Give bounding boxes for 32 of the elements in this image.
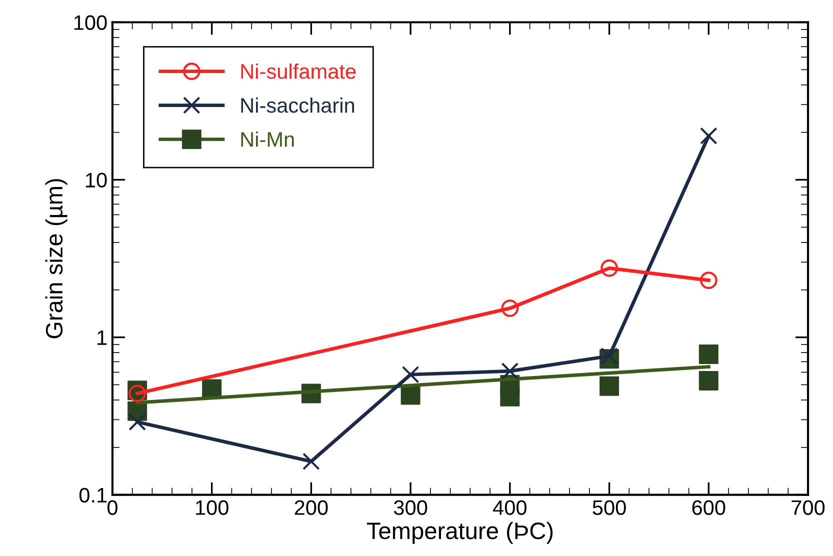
point [700, 272, 718, 290]
x-tick-label: 400 [493, 500, 526, 516]
y-tick-label: 10 [86, 172, 107, 188]
point [128, 384, 146, 402]
point [402, 366, 420, 384]
point [700, 127, 718, 145]
point [501, 300, 519, 317]
y-axis-title: Grain size (µm) [45, 179, 68, 338]
legend-label: Ni-sulfamate [241, 64, 356, 79]
x-axis-title: Temperature (ÞC) [366, 522, 553, 544]
x-tick-label: 600 [692, 500, 726, 516]
point [501, 362, 519, 380]
x-tick-label: 500 [592, 500, 626, 516]
point [128, 413, 146, 431]
point [600, 376, 620, 396]
y-tick-label: 0.1 [79, 488, 107, 503]
legend-label: Ni-saccharin [241, 98, 354, 113]
point [600, 259, 618, 277]
point [400, 385, 420, 405]
x-tick-label: 700 [792, 500, 825, 516]
point [500, 386, 520, 406]
point [698, 370, 718, 390]
point [600, 347, 618, 365]
x-tick-label: 200 [294, 500, 328, 516]
point [302, 452, 320, 470]
y-tick-label: 100 [74, 15, 107, 30]
y-tick-label: 1 [98, 330, 107, 345]
x-tick-label: 0 [107, 500, 118, 516]
x-tick-label: 100 [196, 500, 228, 516]
legend-label: Ni-Mn [241, 132, 294, 147]
x-tick-label: 300 [394, 500, 428, 516]
point [698, 344, 718, 364]
